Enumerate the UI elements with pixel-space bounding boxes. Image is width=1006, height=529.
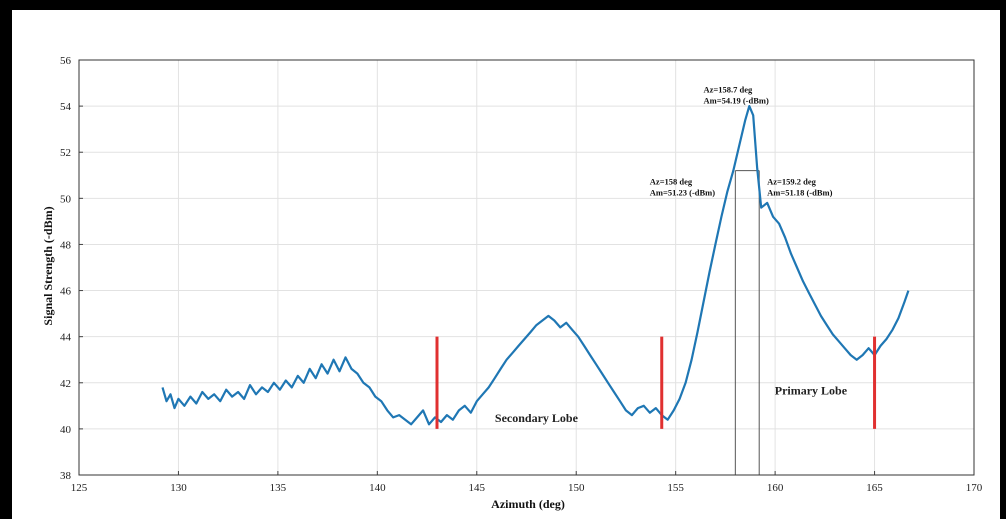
signal-strength-chart: 125 130 135 140 145 150 155 160 165 170 38 40 42 44 46… [41, 55, 983, 511]
y-tick-label: 52 [60, 147, 71, 159]
plot-area-border [78, 59, 975, 476]
signal-strength-line [161, 104, 910, 426]
y-tick-label: 54 [60, 101, 72, 113]
y-axis-title: Signal Strength (-dBm) [41, 206, 55, 325]
x-tick-label: 155 [667, 482, 684, 494]
annotation-amplitude: Am=54.19 (-dBm) [704, 95, 769, 105]
x-tick-label: 130 [170, 482, 187, 494]
y-tick-label: 56 [60, 55, 72, 67]
lobe-label: Primary Lobe [775, 383, 848, 397]
y-tick-label: 46 [60, 286, 72, 298]
series-layer [161, 104, 910, 426]
annotation-amplitude: Am=51.18 (-dBm) [767, 188, 832, 198]
x-tick-label: 150 [568, 482, 585, 494]
x-tick-label: 145 [469, 482, 486, 494]
x-tick-label: 140 [369, 482, 386, 494]
annotation-amplitude: Am=51.23 (-dBm) [650, 188, 715, 198]
x-tick-label: 125 [71, 482, 88, 494]
annotation-azimuth: Az=158.7 deg [704, 84, 754, 94]
y-tick-label: 44 [60, 332, 72, 344]
y-tick-label: 48 [60, 239, 72, 251]
annotation-azimuth: Az=158 deg [650, 177, 693, 187]
y-tick-label: 42 [60, 378, 71, 390]
x-axis-title: Azimuth (deg) [491, 497, 565, 511]
annotation-azimuth: Az=159.2 deg [767, 177, 817, 187]
x-tick-label: 135 [270, 482, 287, 494]
y-tick-label: 40 [60, 424, 72, 436]
axes: 125 130 135 140 145 150 155 160 165 170 38 40 42 44 46… [60, 55, 983, 494]
reference-lines [734, 170, 760, 475]
red-markers [435, 336, 877, 429]
x-tick-label: 170 [966, 482, 983, 494]
lobe-label: Secondary Lobe [495, 411, 579, 425]
x-tick-label: 160 [767, 482, 784, 494]
x-tick-label: 165 [866, 482, 883, 494]
y-tick-label: 38 [60, 470, 72, 482]
y-tick-label: 50 [60, 193, 72, 205]
